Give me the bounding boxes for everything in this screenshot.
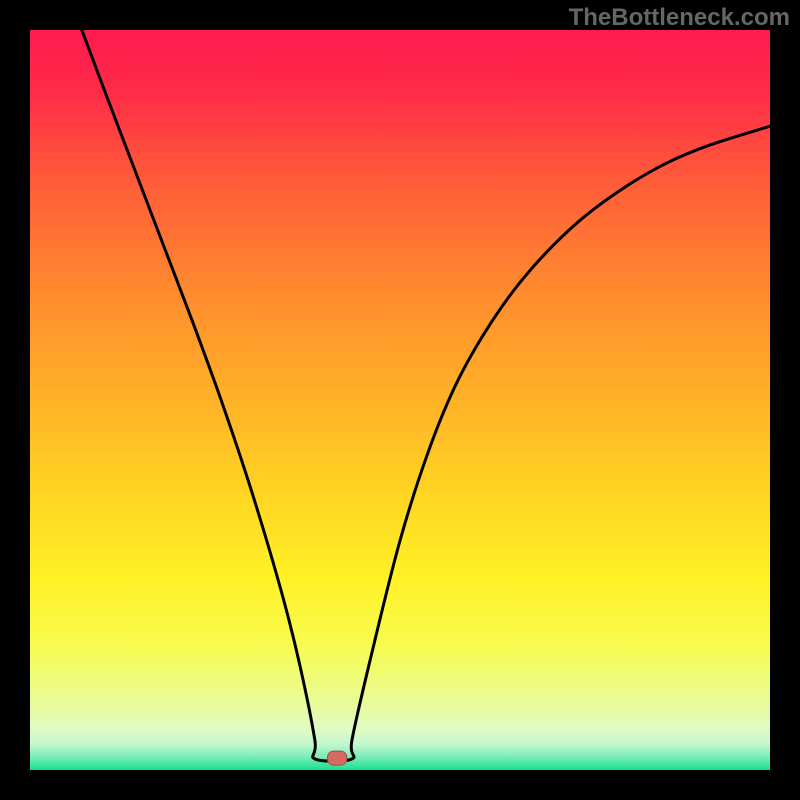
watermark-text: TheBottleneck.com xyxy=(569,4,790,32)
gradient-background xyxy=(30,30,770,770)
bottleneck-chart xyxy=(0,0,800,800)
chart-container: TheBottleneck.com xyxy=(0,0,800,800)
optimum-marker xyxy=(327,751,346,765)
plot-area xyxy=(30,30,770,770)
